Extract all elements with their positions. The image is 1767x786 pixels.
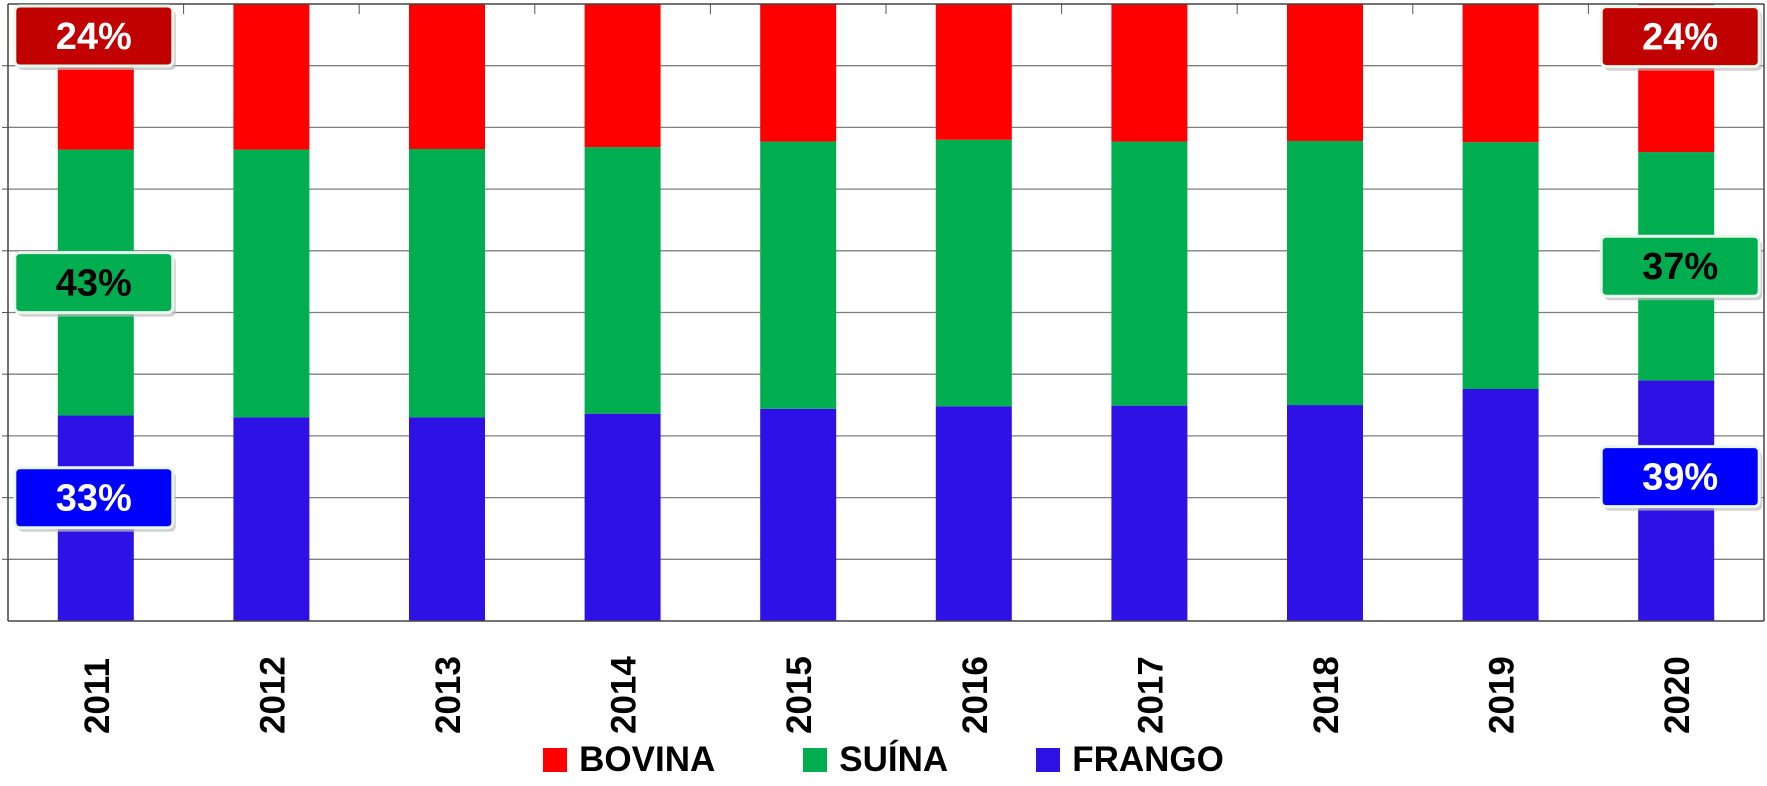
x-tick-label: 2014 — [605, 656, 644, 734]
data-label-box — [13, 466, 175, 530]
bar-frango-2015 — [760, 408, 837, 621]
legend-item-frango: FRANGO — [1036, 740, 1224, 780]
legend-item-suina: SUÍNA — [803, 740, 948, 780]
x-tick-label: 2012 — [253, 656, 292, 734]
bar-bovina-2017 — [1111, 4, 1188, 142]
bar-frango-2019 — [1462, 389, 1539, 621]
data-label-box — [1599, 234, 1761, 298]
x-tick-label: 2011 — [78, 658, 117, 734]
bar-frango-2013 — [409, 417, 485, 621]
data-label: 43% — [56, 263, 132, 305]
bar-suina-2013 — [409, 148, 485, 418]
x-tick-label: 2018 — [1307, 656, 1346, 734]
bar-suina-2019 — [1462, 142, 1539, 390]
data-label: 33% — [56, 478, 132, 520]
bar-frango-2012 — [233, 417, 310, 621]
bar-suina-2018 — [1287, 140, 1363, 406]
legend-label-bovina: BOVINA — [579, 740, 716, 779]
x-tick-label: 2020 — [1658, 656, 1697, 734]
x-tick-label: 2015 — [780, 656, 819, 734]
data-label-box — [13, 4, 175, 68]
bar-suina-2014 — [584, 147, 661, 414]
bar-bovina-2015 — [760, 4, 837, 142]
bar-suina-2012 — [233, 149, 310, 418]
data-label: 37% — [1642, 246, 1718, 288]
bar-frango-2016 — [935, 406, 1012, 621]
legend-swatch-frango — [1036, 748, 1061, 772]
data-label: 24% — [56, 16, 132, 58]
chart-canvas: 2011 2012 2013 2014 2015 2016 2017 2018 2019 2020… — [2, 3, 1765, 734]
legend-swatch-bovina — [543, 748, 568, 772]
x-tick-label: 2017 — [1131, 656, 1170, 734]
data-label-box — [13, 251, 175, 315]
legend: BOVINA SUÍNA FRANGO — [0, 740, 1767, 780]
bar-suina-2016 — [935, 139, 1012, 407]
legend-label-suina: SUÍNA — [839, 740, 949, 779]
data-label-box — [1599, 5, 1761, 69]
data-label: 39% — [1642, 457, 1718, 499]
x-tick-label: 2019 — [1483, 656, 1522, 734]
bar-bovina-2012 — [233, 4, 310, 150]
data-label-box — [1599, 445, 1761, 509]
bar-frango-2018 — [1287, 405, 1363, 621]
bar-suina-2017 — [1111, 141, 1188, 406]
bar-frango-2014 — [584, 413, 661, 621]
data-label: 24% — [1642, 17, 1718, 59]
bar-suina-2015 — [760, 141, 837, 409]
bar-frango-2017 — [1111, 405, 1188, 621]
bar-bovina-2018 — [1287, 4, 1363, 141]
legend-item-bovina: BOVINA — [543, 740, 715, 780]
bar-bovina-2013 — [409, 4, 485, 149]
bar-bovina-2014 — [584, 4, 661, 148]
legend-label-frango: FRANGO — [1072, 740, 1224, 779]
bar-bovina-2016 — [935, 4, 1012, 140]
bar-bovina-2019 — [1462, 4, 1539, 143]
legend-swatch-suina — [803, 748, 828, 772]
x-tick-label: 2013 — [429, 656, 468, 734]
x-tick-label: 2016 — [956, 656, 995, 734]
